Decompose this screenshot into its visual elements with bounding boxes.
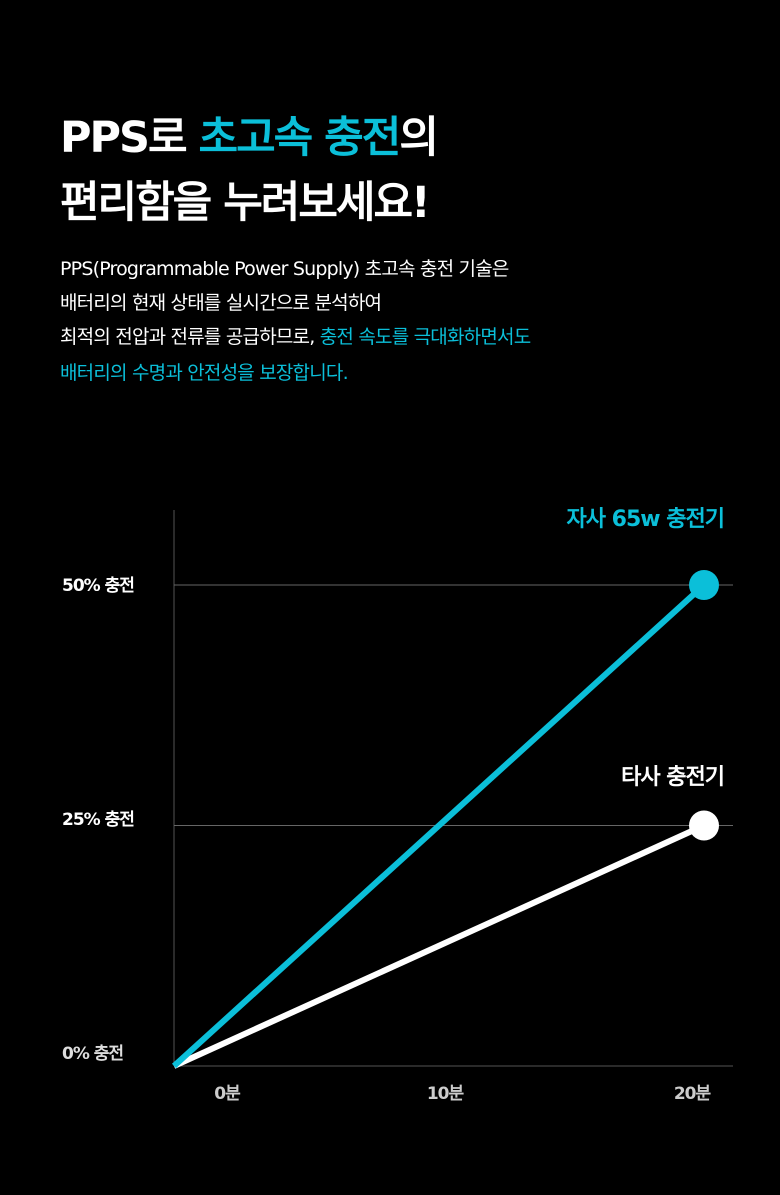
series-line-1: [172, 822, 706, 1069]
headline-text: 의: [399, 113, 439, 163]
headline-line2: 편리함을 누려보세요!: [60, 178, 431, 228]
x-tick-20: 20분: [674, 1084, 712, 1104]
body-line1: PPS(Programmable Power Supply) 초고속 충전 기술…: [60, 258, 509, 280]
series-label-ours: 자사 65w 충전기: [567, 507, 724, 532]
body-line3: 최적의 전압과 전류를 공급하므로, 충전 속도를 극대화하면서도: [60, 326, 531, 348]
y-tick-25: 25% 충전: [62, 810, 134, 830]
headline-line1: PPS로 초고속 충전의: [60, 117, 439, 160]
y-tick-0: 0% 충전: [62, 1044, 123, 1064]
series-endpoint-0: [689, 570, 719, 600]
x-tick-0: 0분: [214, 1084, 241, 1104]
y-tick-50: 50% 충전: [62, 576, 134, 596]
series-endpoint-1: [689, 810, 719, 841]
body-line4: 배터리의 수명과 안전성을 보장합니다.: [60, 362, 349, 384]
body-line2: 배터리의 현재 상태를 실시간으로 분석하여: [60, 292, 382, 314]
x-tick-10: 10분: [427, 1084, 465, 1104]
headline-text: PPS로: [60, 113, 199, 163]
headline-highlight: 초고속 충전: [198, 113, 402, 163]
series-label-other: 타사 충전기: [621, 765, 724, 790]
series-line-0: [171, 582, 707, 1069]
body-text: 최적의 전압과 전류를 공급하므로,: [60, 326, 320, 348]
body-highlight: 충전 속도를 극대화하면서도: [319, 326, 531, 348]
